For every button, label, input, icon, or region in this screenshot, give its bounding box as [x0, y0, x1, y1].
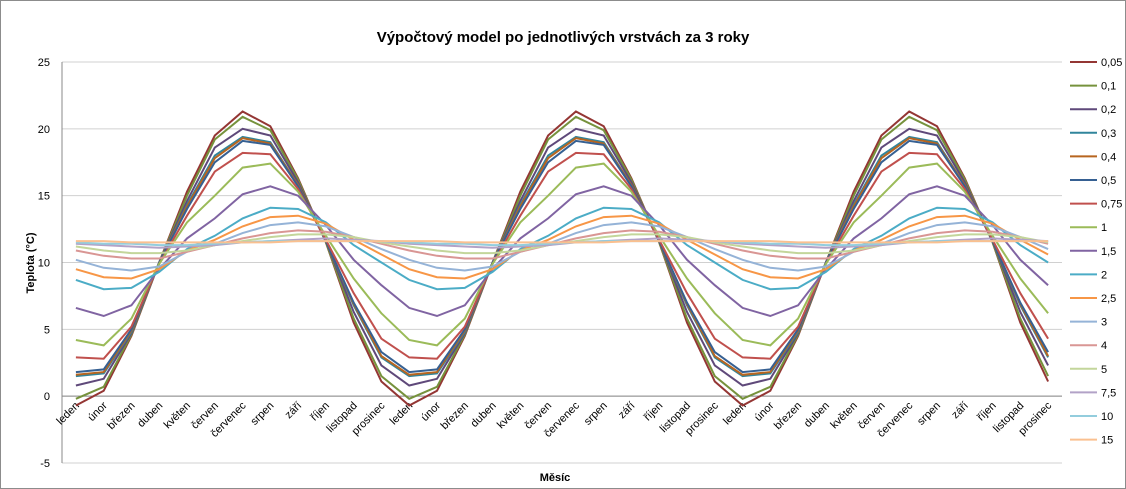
y-tick-label: 0 — [44, 391, 50, 403]
legend-label: 0,05 — [1101, 57, 1122, 69]
legend-label: 0,5 — [1101, 175, 1116, 187]
series-line — [75, 162, 1049, 347]
legend-label: 5 — [1101, 364, 1107, 376]
legend-label: 0,4 — [1101, 151, 1116, 163]
series-line — [75, 240, 1049, 244]
series-line — [75, 135, 1049, 378]
y-tick-label: 10 — [38, 258, 50, 270]
legend-label: 3 — [1101, 317, 1107, 329]
legend-label: 0,3 — [1101, 128, 1116, 140]
series-line — [75, 214, 1049, 280]
legend-label: 15 — [1101, 435, 1113, 447]
legend-label: 0,1 — [1101, 81, 1116, 93]
y-tick-label: 15 — [38, 191, 50, 203]
series-line — [75, 185, 1049, 318]
legend-label: 1 — [1101, 222, 1107, 234]
series-line — [75, 127, 1049, 387]
chart-title: Výpočtový model po jednotlivých vrstvách… — [377, 29, 750, 46]
y-axis-label: Teplota (°C) — [25, 232, 37, 293]
series-line — [75, 151, 1049, 360]
legend-label: 2,5 — [1101, 293, 1116, 305]
x-axis-label: Měsíc — [540, 472, 571, 484]
y-tick-label: -5 — [40, 458, 50, 470]
series-line — [75, 137, 1049, 376]
y-tick-label: 20 — [38, 124, 50, 136]
y-tick-label: 25 — [38, 57, 50, 69]
y-tick-label: 5 — [44, 324, 50, 336]
series-line — [75, 206, 1049, 291]
legend-label: 0,2 — [1101, 104, 1116, 116]
legend-label: 0,75 — [1101, 199, 1122, 211]
legend-label: 10 — [1101, 411, 1113, 423]
legend-label: 2 — [1101, 269, 1107, 281]
series-line — [75, 110, 1050, 407]
legend-label: 1,5 — [1101, 246, 1116, 258]
series-line — [75, 139, 1049, 374]
legend-label: 7,5 — [1101, 387, 1116, 399]
series-line — [75, 115, 1050, 400]
legend-label: 4 — [1101, 340, 1107, 352]
